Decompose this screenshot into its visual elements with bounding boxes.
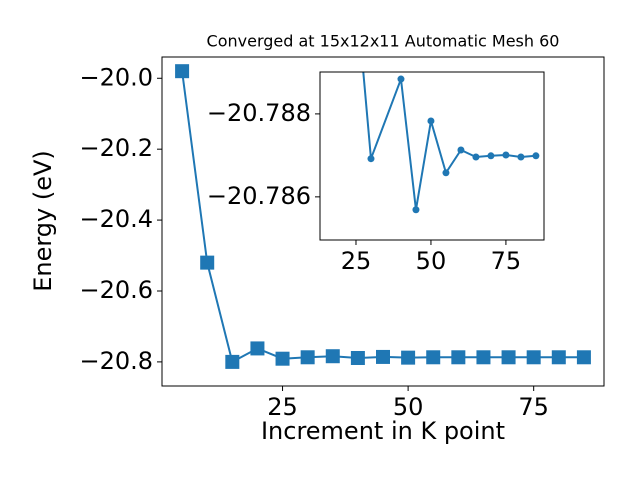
marker	[397, 75, 405, 83]
marker	[427, 117, 435, 125]
marker	[517, 153, 525, 161]
y-tick-label: −20.0	[79, 63, 153, 91]
y-tick-label: −20.786	[207, 182, 311, 210]
plot-frame	[319, 71, 545, 241]
plot-frame	[161, 56, 605, 387]
marker	[476, 350, 491, 365]
marker	[502, 151, 510, 159]
y-tick-label: −20.2	[79, 134, 153, 162]
marker	[457, 146, 465, 154]
marker	[532, 152, 540, 160]
marker	[225, 354, 240, 369]
y-tick-label: −20.4	[79, 205, 153, 233]
y-tick-label: −20.8	[79, 347, 153, 375]
marker	[442, 169, 450, 177]
marker	[175, 64, 190, 79]
x-tick-label: 75	[518, 393, 549, 421]
marker	[200, 255, 215, 270]
marker	[367, 155, 375, 163]
y-axis-label: Energy (eV)	[29, 150, 57, 292]
marker	[401, 350, 416, 365]
marker	[350, 350, 365, 365]
marker	[451, 350, 466, 365]
x-tick-label: 50	[416, 247, 447, 275]
x-tick-label: 25	[341, 247, 372, 275]
marker	[275, 351, 290, 366]
y-tick-label: −20.788	[207, 99, 311, 127]
marker	[501, 350, 516, 365]
marker	[325, 349, 340, 364]
marker	[576, 350, 591, 365]
marker	[412, 206, 420, 214]
marker	[376, 349, 390, 364]
x-tick-label: 75	[491, 247, 522, 275]
marker	[250, 341, 265, 356]
marker	[472, 153, 480, 161]
x-axis-label: Increment in K point	[261, 417, 505, 445]
y-tick-label: −20.6	[79, 276, 153, 304]
marker	[526, 350, 541, 365]
marker	[487, 152, 495, 160]
marker	[300, 350, 315, 365]
chart-title: Converged at 15x12x11 Automatic Mesh 60	[207, 32, 560, 51]
x-tick-label: 50	[393, 393, 424, 421]
x-tick-label: 25	[267, 393, 298, 421]
marker	[426, 350, 441, 365]
marker	[551, 350, 566, 365]
